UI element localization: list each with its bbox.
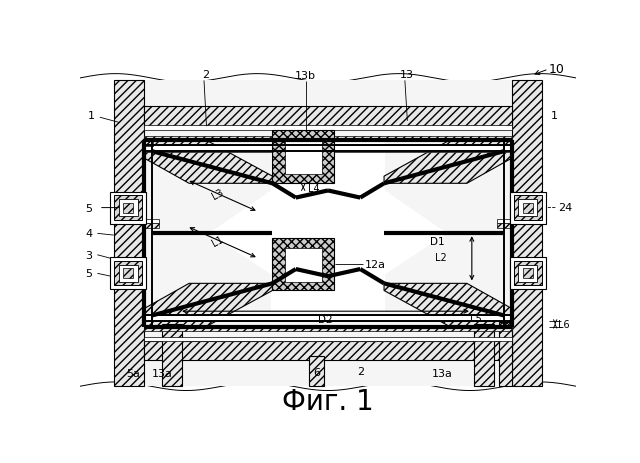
Polygon shape	[145, 284, 273, 327]
Bar	[114, 81, 145, 387]
Bar	[145, 126, 511, 131]
Bar	[509, 192, 547, 224]
Bar	[145, 219, 159, 224]
Text: 24: 24	[557, 202, 572, 212]
Polygon shape	[385, 234, 511, 330]
Text: 6: 6	[313, 367, 320, 377]
Text: L6: L6	[557, 319, 569, 329]
Bar	[523, 269, 533, 279]
Bar	[162, 324, 182, 387]
Text: 5: 5	[85, 203, 92, 213]
Bar	[499, 322, 511, 387]
Bar	[523, 203, 533, 213]
Bar	[145, 140, 154, 146]
Text: L1: L1	[211, 234, 225, 248]
Polygon shape	[114, 81, 542, 141]
Text: 3: 3	[85, 250, 92, 260]
Text: 13a: 13a	[152, 368, 172, 378]
Polygon shape	[384, 140, 511, 184]
Bar	[285, 249, 322, 282]
Bar	[145, 341, 511, 360]
Bar	[309, 356, 324, 387]
Text: 13b: 13b	[295, 71, 316, 81]
Bar	[145, 137, 511, 140]
Text: 10: 10	[548, 63, 564, 76]
Polygon shape	[145, 140, 273, 184]
Text: 5: 5	[85, 269, 92, 279]
Polygon shape	[384, 284, 511, 327]
Text: D2: D2	[318, 314, 333, 324]
Bar	[273, 131, 335, 184]
Bar	[145, 315, 511, 321]
Bar	[273, 238, 335, 291]
Polygon shape	[114, 141, 145, 312]
Bar	[110, 258, 147, 290]
Text: Фиг. 1: Фиг. 1	[282, 388, 374, 415]
Text: L5: L5	[470, 313, 482, 323]
Text: L2: L2	[435, 252, 447, 262]
Text: 2: 2	[356, 366, 364, 376]
Text: 1: 1	[551, 111, 558, 121]
Bar	[145, 146, 511, 152]
Text: 1: 1	[88, 111, 95, 121]
Bar	[518, 266, 538, 282]
Bar	[497, 219, 511, 224]
Polygon shape	[145, 234, 271, 330]
Polygon shape	[145, 138, 271, 234]
Bar	[514, 262, 542, 286]
Polygon shape	[511, 141, 542, 312]
Text: 13a: 13a	[431, 368, 452, 378]
Text: L4: L4	[308, 183, 320, 193]
Bar	[285, 142, 322, 175]
Bar	[511, 81, 542, 387]
Text: 2: 2	[202, 70, 209, 80]
Bar	[474, 324, 494, 387]
Bar	[123, 269, 133, 279]
Bar	[118, 200, 138, 216]
Bar	[145, 337, 511, 342]
Polygon shape	[114, 312, 542, 387]
Bar	[114, 262, 142, 286]
Bar	[114, 196, 142, 220]
Bar	[123, 203, 133, 213]
Text: 12a: 12a	[365, 259, 386, 269]
Bar	[145, 107, 511, 127]
Bar	[509, 258, 547, 290]
Text: L3: L3	[211, 188, 225, 202]
Bar	[145, 327, 511, 331]
Bar	[145, 224, 159, 228]
Bar	[497, 224, 511, 228]
Bar	[110, 192, 147, 224]
Text: D1: D1	[430, 236, 444, 246]
Polygon shape	[385, 138, 511, 234]
Text: 13: 13	[399, 70, 413, 80]
Text: 4: 4	[85, 229, 92, 239]
Bar	[118, 266, 138, 282]
Text: 5a: 5a	[127, 368, 141, 378]
Bar	[518, 200, 538, 216]
Bar	[514, 196, 542, 220]
